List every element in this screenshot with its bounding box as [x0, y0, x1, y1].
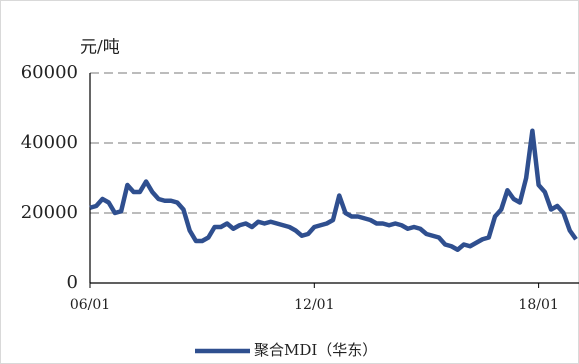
data-line — [89, 128, 578, 252]
y-axis-label: 元/吨 — [80, 38, 120, 58]
x-tick-label: 06/01 — [70, 297, 110, 313]
y-tick-label: 0 — [67, 272, 78, 293]
legend-label: 聚合MDI（华东） — [254, 341, 377, 359]
y-tick-label: 40000 — [21, 132, 78, 153]
y-tick-label: 60000 — [21, 62, 78, 83]
y-tick-label: 20000 — [21, 202, 78, 223]
x-tick-label: 18/01 — [518, 297, 558, 313]
x-tick-label: 12/01 — [294, 297, 334, 313]
